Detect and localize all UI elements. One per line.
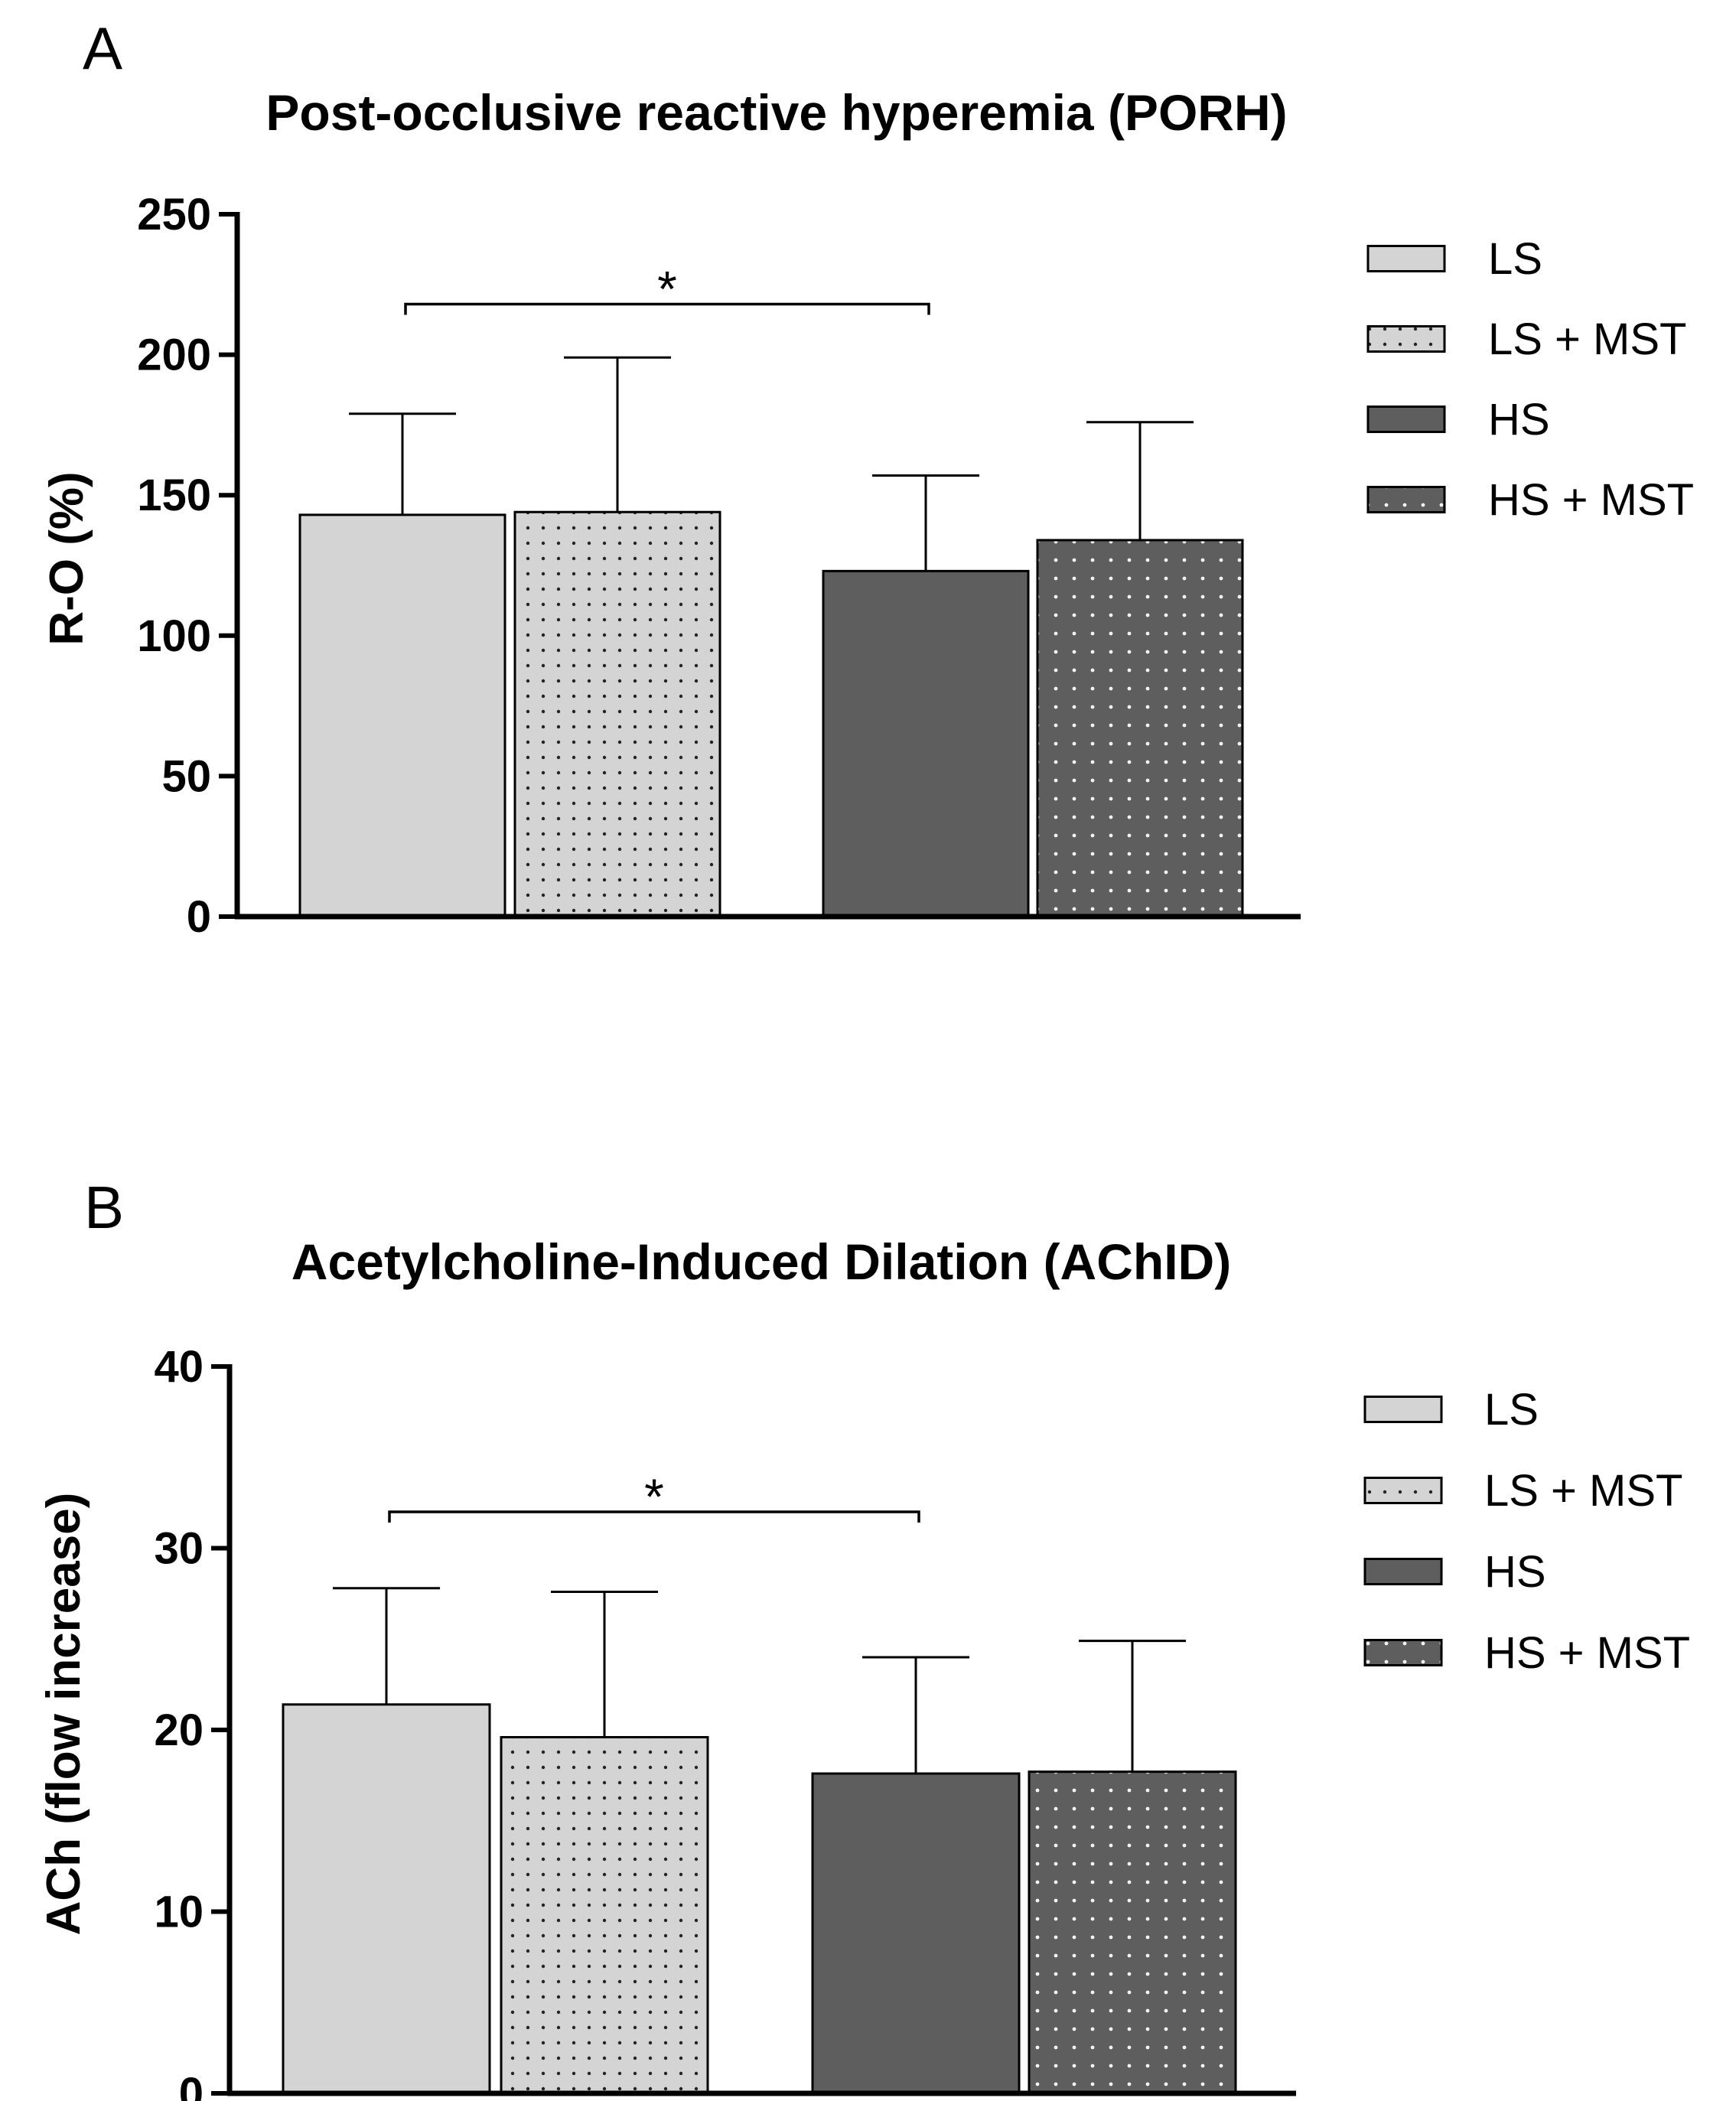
error-bar-b-3: [862, 1656, 969, 1774]
legend-label-b-4: HS + MST: [1484, 1628, 1690, 1678]
error-bar-b-2: [551, 1591, 658, 1738]
legend-label-a-1: LS: [1488, 234, 1542, 284]
error-bar-b-4: [1079, 1640, 1186, 1772]
legend-b: LS LS + MST HS HS + MST: [1363, 1385, 1690, 1678]
legend-swatch-b-3: [1363, 1558, 1443, 1585]
y-tick-label-b: 30: [154, 1524, 204, 1574]
y-tick-label-b: 20: [154, 1705, 204, 1755]
y-tick-label-a: 200: [137, 331, 211, 380]
significance-bracket-a: [404, 302, 930, 315]
legend-swatch-a-4: [1366, 486, 1446, 513]
y-tick-label-b: 0: [179, 2069, 204, 2101]
legend-swatch-a-2: [1366, 325, 1446, 353]
y-tick-label-a: 150: [137, 471, 211, 520]
error-bar-a-2: [564, 356, 671, 513]
chart-panel-b: B Acetylcholine-Induced Dilation (AChID)…: [37, 1174, 1690, 2101]
legend-label-b-3: HS: [1484, 1547, 1546, 1597]
chart-panel-a: A Post-occlusive reactive hyperemia (POR…: [41, 15, 1694, 942]
error-bar-b-1: [333, 1587, 440, 1705]
bar-a-3: [822, 569, 1030, 918]
bar-b-1: [282, 1703, 491, 2095]
legend-swatch-b-1: [1363, 1396, 1443, 1423]
legend-label-b-1: LS: [1484, 1385, 1539, 1435]
panel-letter-a: A: [83, 15, 122, 82]
y-tick-label-b: 40: [154, 1342, 204, 1392]
y-tick-label-b: 10: [154, 1888, 204, 1937]
bar-a-2: [513, 510, 721, 918]
legend-label-a-3: HS: [1488, 395, 1550, 445]
bar-b-4: [1028, 1770, 1237, 2095]
panel-letter-b: B: [84, 1174, 124, 1241]
chart-title-b: Acetylcholine-Induced Dilation (AChID): [292, 1233, 1231, 1290]
bar-a-4: [1036, 539, 1244, 918]
legend-swatch-b-4: [1363, 1639, 1443, 1666]
legend-swatch-a-1: [1366, 245, 1446, 272]
plot-area-a: * 0 50 100 150 200 250: [137, 190, 1301, 942]
legend-a: LS LS + MST HS HS + MST: [1366, 234, 1694, 525]
significance-star-a: *: [657, 261, 677, 318]
error-bar-a-4: [1086, 421, 1194, 540]
y-axis-label-a: R-O (%): [41, 471, 93, 645]
legend-label-a-2: LS + MST: [1488, 314, 1686, 364]
y-tick-label-a: 100: [137, 611, 211, 661]
chart-title-a: Post-occlusive reactive hyperemia (PORH): [265, 84, 1287, 141]
legend-label-a-4: HS + MST: [1488, 475, 1694, 525]
significance-star-b: *: [644, 1468, 664, 1525]
error-bar-a-1: [349, 412, 456, 515]
error-bar-a-3: [872, 474, 979, 572]
y-tick-label-a: 0: [187, 892, 211, 942]
legend-swatch-b-2: [1363, 1477, 1443, 1504]
bar-b-3: [811, 1772, 1021, 2095]
bar-a-1: [298, 513, 506, 918]
legend-swatch-a-3: [1366, 406, 1446, 433]
y-tick-label-a: 50: [161, 751, 211, 801]
plot-area-b: * 0 10 20 30 40: [154, 1342, 1296, 2101]
y-tick-label-a: 250: [137, 190, 211, 239]
legend-label-b-2: LS + MST: [1484, 1466, 1682, 1516]
y-axis-label-b: ACh (flow increase): [37, 1493, 90, 1936]
significance-bracket-b: [388, 1510, 920, 1523]
bar-b-2: [500, 1736, 709, 2095]
